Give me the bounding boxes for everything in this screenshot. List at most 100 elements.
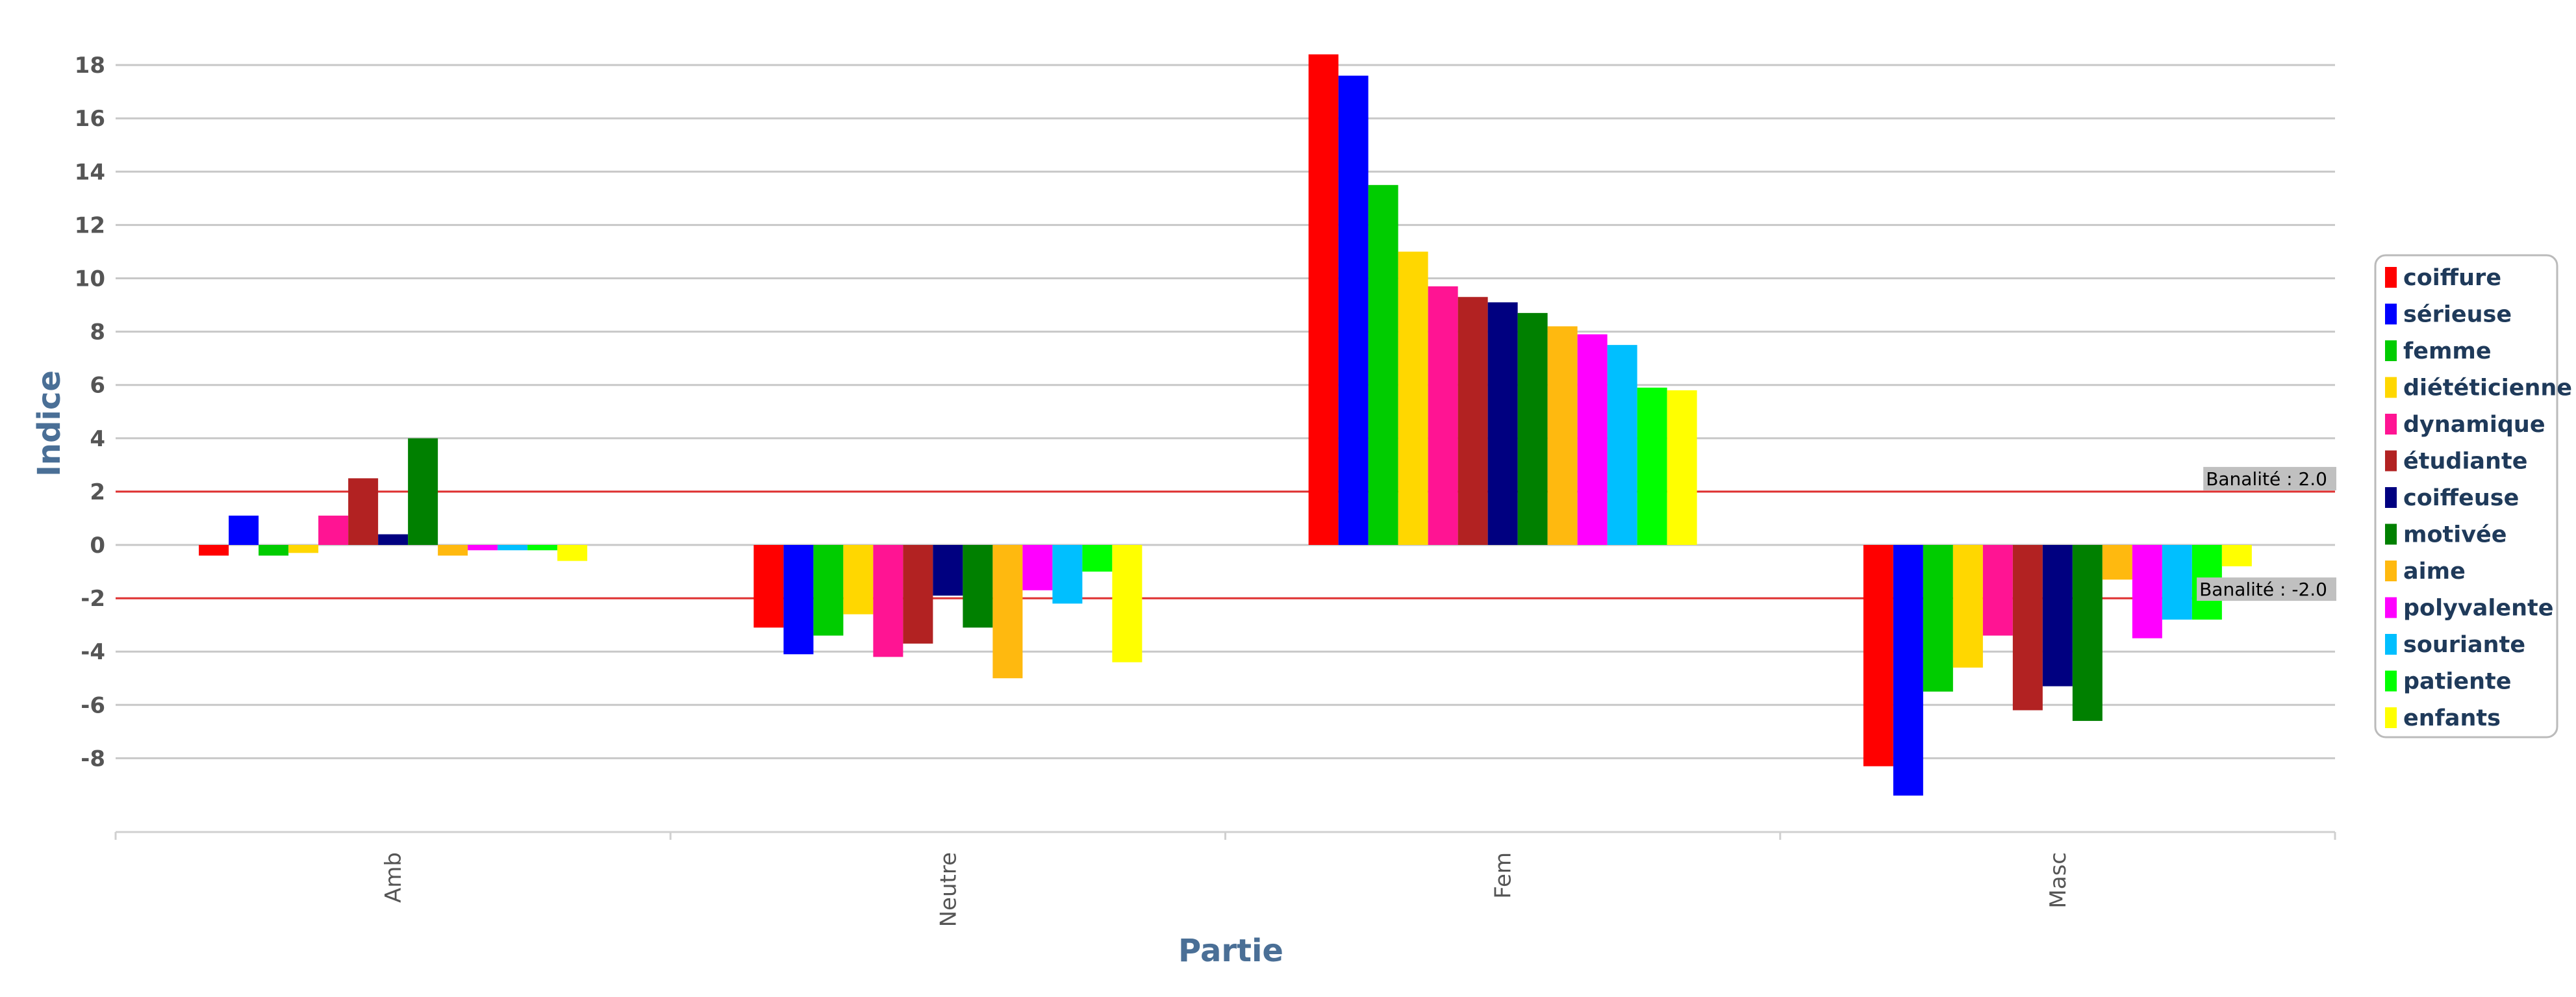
legend-label: aime	[2403, 559, 2466, 585]
legend-swatch	[2385, 487, 2397, 508]
legend-swatch	[2385, 634, 2397, 655]
legend-swatch	[2385, 707, 2397, 728]
bar-diététicienne-Amb	[288, 545, 319, 553]
y-tick-label: -6	[81, 692, 105, 718]
y-tick-label: -2	[81, 586, 105, 612]
legend-swatch	[2385, 267, 2397, 288]
x-tick-label: Amb	[381, 852, 407, 903]
legend-label: dynamique	[2403, 412, 2545, 438]
bar-motivée-Neutre	[963, 545, 993, 628]
y-tick-label: 2	[90, 479, 105, 505]
legend-item: patiente	[2385, 669, 2512, 695]
bar-polyvalente-Masc	[2132, 545, 2162, 638]
legend-swatch	[2385, 670, 2397, 692]
legend-swatch	[2385, 524, 2397, 545]
bar-coiffeuse-Neutre	[933, 545, 963, 596]
axes: -8 -6 -4 -2 0 2 4 6 8 10 12 14 16 18 Amb Neutre Fem Masc	[75, 53, 2336, 927]
bar-enfants-Amb	[557, 545, 588, 561]
gridlines	[116, 64, 2335, 759]
bar-coiffeuse-Fem	[1487, 302, 1518, 545]
bar-souriante-Amb	[498, 545, 528, 551]
bar-patiente-Amb	[527, 545, 558, 551]
y-tick-label: -8	[81, 746, 105, 772]
bar-femme-Amb	[259, 545, 289, 556]
bar-sérieuse-Fem	[1338, 75, 1369, 545]
legend: coiffure sérieuse femme diététicienne dynami…	[2374, 254, 2572, 738]
bar-dynamique-Amb	[318, 515, 349, 545]
bar-polyvalente-Neutre	[1022, 545, 1053, 590]
bar-aime-Masc	[2102, 545, 2132, 580]
x-axis-label: Partie	[1178, 933, 1283, 969]
x-tick-label: Masc	[2045, 852, 2071, 909]
reference-label-box	[2203, 466, 2336, 490]
legend-swatch	[2385, 303, 2397, 325]
bar-souriante-Masc	[2162, 545, 2192, 620]
bar-polyvalente-Fem	[1577, 334, 1608, 545]
bar-coiffure-Fem	[1308, 54, 1339, 546]
legend-swatch	[2385, 561, 2397, 581]
bar-patiente-Fem	[1637, 387, 1667, 545]
legend-item: souriante	[2385, 632, 2525, 658]
legend-label: coiffure	[2403, 265, 2501, 291]
y-tick-label: 8	[90, 320, 105, 346]
legend-item: aime	[2385, 559, 2466, 585]
bar-diététicienne-Neutre	[843, 545, 874, 614]
legend-label: patiente	[2403, 669, 2512, 695]
reference-labels: Banalité : 2.0 Banalité : -2.0	[2197, 466, 2336, 601]
bar-sérieuse-Masc	[1893, 545, 1923, 796]
bar-sérieuse-Amb	[229, 515, 259, 545]
bar-enfants-Neutre	[1112, 545, 1143, 663]
legend-swatch	[2385, 340, 2397, 361]
bar-enfants-Masc	[2221, 545, 2252, 566]
bar-coiffeuse-Amb	[378, 534, 409, 545]
bar-aime-Neutre	[992, 545, 1023, 679]
legend-item: enfants	[2385, 705, 2501, 731]
bar-polyvalente-Amb	[468, 545, 498, 551]
legend-label: sérieuse	[2403, 302, 2512, 328]
legend-label: motivée	[2403, 522, 2507, 548]
legend-item: sérieuse	[2385, 302, 2512, 328]
bar-aime-Fem	[1547, 326, 1578, 545]
bar-dynamique-Neutre	[873, 545, 903, 657]
bar-coiffure-Neutre	[753, 545, 784, 628]
bar-dynamique-Fem	[1428, 286, 1458, 545]
y-tick-label: -4	[81, 639, 105, 665]
bar-coiffure-Masc	[1863, 545, 1893, 766]
y-tick-label: 16	[75, 106, 105, 132]
bar-motivée-Masc	[2072, 545, 2102, 721]
bar-enfants-Fem	[1667, 390, 1697, 545]
legend-box	[2374, 254, 2558, 738]
legend-item: polyvalente	[2385, 596, 2553, 622]
bars	[199, 54, 2252, 796]
legend-item: dynamique	[2385, 412, 2545, 438]
reference-label-text: Banalité : 2.0	[2206, 468, 2327, 490]
y-tick-label: 18	[75, 53, 105, 79]
bar-souriante-Fem	[1607, 345, 1637, 545]
bar-femme-Fem	[1368, 184, 1398, 545]
legend-label: diététicienne	[2403, 375, 2572, 401]
bar-diététicienne-Masc	[1952, 545, 1983, 668]
bar-motivée-Fem	[1517, 312, 1548, 545]
reference-label-text: Banalité : -2.0	[2199, 579, 2327, 600]
legend-label: polyvalente	[2403, 596, 2553, 622]
legend-swatch	[2385, 450, 2397, 472]
reference-label: Banalité : -2.0	[2197, 577, 2336, 601]
legend-item: femme	[2385, 338, 2492, 364]
y-tick-label: 12	[75, 212, 105, 238]
x-tick-label: Neutre	[935, 852, 961, 927]
y-axis-label: Indice	[31, 370, 68, 477]
y-tick-label: 10	[75, 266, 105, 292]
y-tick-label: 4	[90, 426, 105, 452]
legend-swatch	[2385, 414, 2397, 435]
reference-label: Banalité : 2.0	[2203, 466, 2336, 490]
y-tick-label: 6	[90, 373, 105, 399]
bar-diététicienne-Fem	[1398, 251, 1428, 545]
bar-sérieuse-Neutre	[783, 545, 814, 655]
legend-item: coiffeuse	[2385, 485, 2519, 511]
legend-label: étudiante	[2403, 449, 2527, 475]
legend-label: coiffeuse	[2403, 485, 2519, 511]
bar-patiente-Neutre	[1082, 545, 1113, 572]
bar-souriante-Neutre	[1052, 545, 1083, 604]
